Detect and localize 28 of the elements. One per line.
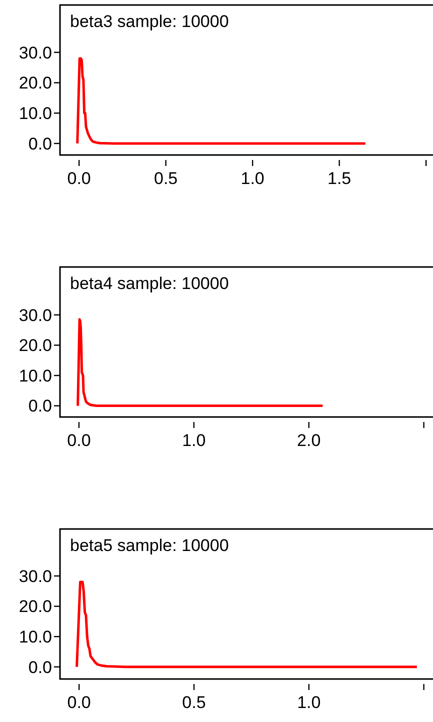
x-tick-label: 0.5	[154, 169, 178, 188]
y-tick-label: 0.0	[28, 396, 52, 416]
x-tick-label: 1.0	[182, 431, 206, 450]
y-tick-label: 30.0	[18, 566, 52, 586]
x-tick-label: 0.5	[182, 693, 206, 712]
x-tick-label: 0.0	[67, 693, 91, 712]
x-tick-label: 1.5	[327, 169, 352, 188]
line-series	[76, 318, 324, 408]
y-tick-label: 10.0	[18, 366, 52, 386]
y-tick-label: 20.0	[18, 74, 52, 93]
y-tick-label: 0.0	[28, 134, 52, 154]
x-tick-label: 1.0	[297, 693, 321, 712]
y-tick-label: 10.0	[18, 104, 52, 124]
y-tick-label: 20.0	[18, 336, 52, 356]
chart-title: beta3 sample: 10000	[70, 12, 229, 31]
x-tick-label: 0.0	[67, 431, 91, 450]
y-tick-label: 20.0	[18, 597, 52, 616]
y-tick-label: 30.0	[18, 43, 52, 62]
y-tick-label: 0.0	[28, 658, 52, 677]
chart-title: beta4 sample: 10000	[70, 274, 229, 293]
x-tick-label: 2.0	[297, 431, 321, 450]
chart-title: beta5 sample: 10000	[70, 536, 229, 555]
x-tick-label: 0.0	[67, 169, 91, 188]
line-series	[76, 57, 367, 145]
y-tick-label: 10.0	[18, 628, 52, 647]
line-series	[76, 580, 418, 668]
x-tick-label: 1.0	[240, 169, 264, 188]
y-tick-label: 30.0	[18, 306, 52, 325]
